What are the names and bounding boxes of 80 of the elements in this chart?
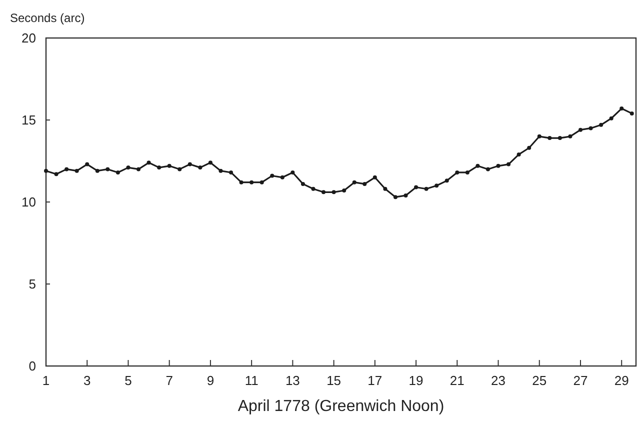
point: [496, 164, 500, 168]
point: [146, 160, 151, 165]
point: [568, 134, 572, 138]
y-axis-title: Seconds (arc): [10, 11, 85, 25]
point: [506, 162, 511, 166]
point: [362, 182, 367, 186]
point: [465, 170, 470, 174]
point: [106, 167, 110, 172]
point: [44, 168, 48, 173]
y-tick-label: 5: [28, 276, 36, 292]
point: [414, 185, 418, 190]
point: [424, 186, 428, 191]
point: [280, 175, 284, 180]
x-tick-label: 5: [124, 373, 132, 388]
point: [260, 180, 264, 184]
point: [352, 180, 356, 184]
y-tick-label: 15: [22, 112, 36, 128]
point: [527, 146, 532, 150]
point: [188, 162, 192, 166]
point: [178, 167, 182, 172]
x-tick-label: 3: [84, 373, 91, 388]
point: [588, 126, 593, 130]
point: [404, 193, 408, 198]
point: [558, 136, 562, 140]
point: [126, 166, 130, 170]
point: [578, 128, 582, 132]
point: [54, 172, 58, 176]
point: [434, 184, 439, 188]
x-tick-label: 15: [326, 373, 342, 388]
point: [300, 182, 305, 186]
point: [383, 186, 388, 191]
point: [239, 180, 244, 184]
point: [372, 175, 377, 180]
y-tick-label: 20: [22, 30, 36, 46]
point: [455, 170, 460, 174]
x-tick-label: 23: [491, 373, 506, 388]
point: [548, 136, 552, 140]
y-tick-label: 0: [28, 358, 36, 374]
x-tick-label: 9: [206, 373, 214, 388]
point: [218, 168, 223, 173]
point: [332, 190, 336, 194]
x-tick-label: 17: [368, 373, 382, 388]
point: [250, 180, 254, 184]
x-tick-label: 25: [532, 373, 547, 388]
x-axis-title: April 1778 (Greenwich Noon): [238, 398, 444, 415]
point: [599, 122, 604, 127]
point: [342, 188, 346, 193]
x-tick-label: 29: [614, 373, 629, 388]
point: [393, 195, 398, 200]
point: [116, 170, 120, 174]
x-tick-label: 13: [285, 373, 300, 388]
x-tick-label: 19: [408, 373, 424, 388]
point: [630, 111, 634, 116]
point: [198, 166, 202, 170]
point: [486, 167, 490, 172]
point: [516, 152, 521, 156]
point: [270, 174, 274, 178]
x-tick-label: 21: [450, 373, 464, 388]
point: [136, 167, 141, 172]
point: [444, 178, 449, 183]
point: [290, 170, 295, 174]
point: [74, 168, 79, 173]
point: [476, 164, 480, 168]
point: [64, 167, 69, 172]
point: [208, 160, 212, 165]
point: [95, 168, 100, 173]
x-tick-label: 1: [42, 373, 50, 388]
x-tick-label: 27: [573, 373, 588, 388]
point: [311, 186, 316, 191]
point: [537, 134, 542, 138]
x-tick-label: 7: [166, 373, 173, 388]
y-tick-label: 10: [22, 194, 36, 210]
point: [167, 164, 172, 168]
point: [157, 166, 162, 170]
point: [322, 190, 326, 194]
x-tick-label: 11: [244, 373, 258, 388]
point: [229, 170, 234, 174]
point: [620, 106, 624, 111]
point: [609, 116, 614, 120]
point: [85, 162, 90, 166]
